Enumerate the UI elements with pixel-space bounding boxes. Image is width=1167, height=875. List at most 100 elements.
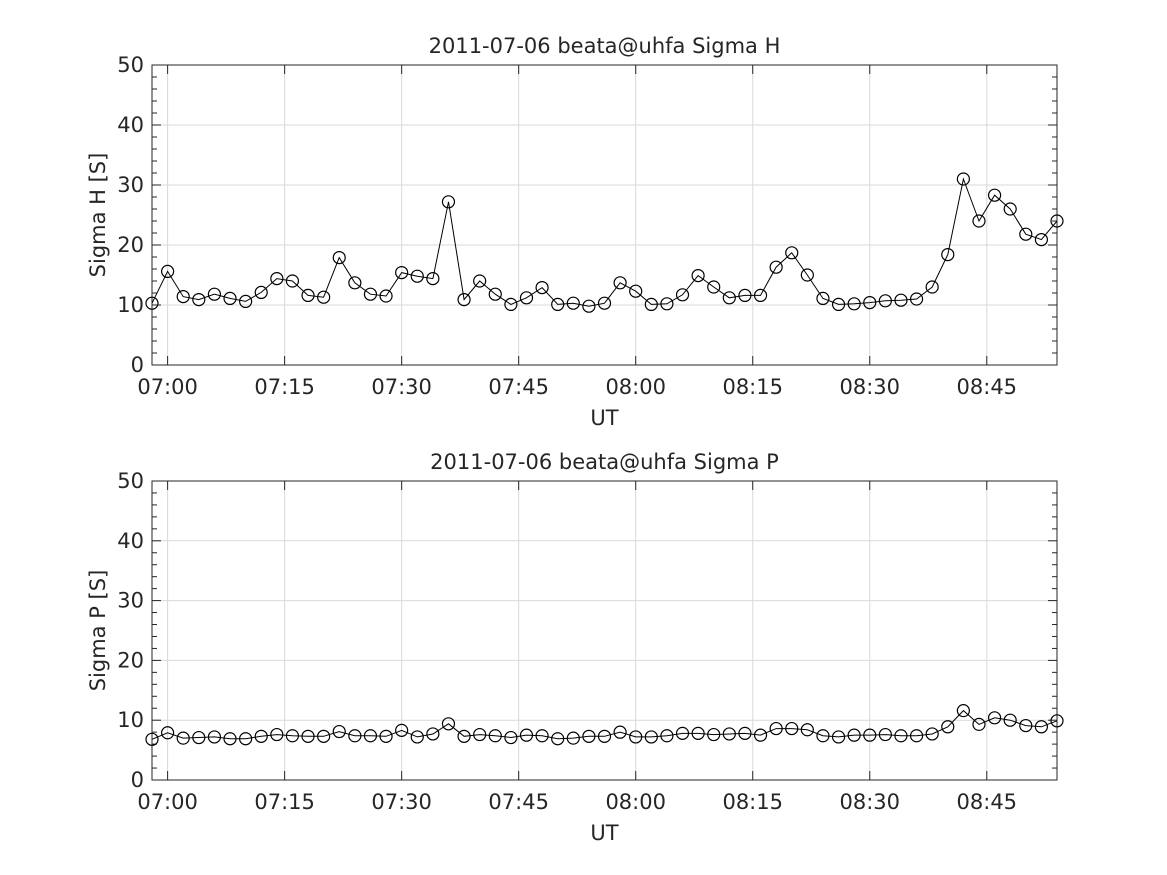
data-point	[691, 726, 705, 740]
data-point	[1034, 233, 1048, 247]
data-point	[878, 294, 892, 308]
y-tick-label: 10	[117, 293, 144, 317]
data-point	[831, 297, 846, 311]
data-point	[707, 727, 721, 742]
data-point	[176, 731, 190, 745]
x-tick-label: 07:45	[488, 790, 549, 814]
data-point	[254, 729, 268, 743]
chart-title: 2011-07-06 beata@uhfa Sigma H	[429, 34, 781, 58]
chart-title: 2011-07-06 beata@uhfa Sigma P	[430, 450, 779, 474]
sigma-p-chart: 2011-07-06 beata@uhfa Sigma P UT Sigma P…	[86, 450, 1064, 845]
data-point	[519, 728, 534, 742]
data-point	[707, 280, 721, 294]
data-point	[348, 729, 362, 743]
data-point	[956, 172, 970, 186]
data-point	[800, 723, 814, 737]
data-point	[457, 293, 471, 307]
data-point	[301, 729, 315, 743]
data-point	[488, 287, 502, 301]
data-point	[551, 732, 565, 746]
data-point	[270, 727, 284, 742]
data-point	[675, 288, 690, 302]
data-point	[207, 730, 222, 744]
data-point	[987, 188, 1002, 202]
data-point	[925, 280, 939, 294]
y-tick-label: 30	[117, 589, 144, 613]
data-point	[395, 723, 409, 737]
x-tick-label: 07:45	[488, 375, 549, 399]
x-tick-label: 08:00	[605, 375, 666, 399]
data-point	[426, 272, 440, 286]
data-point	[660, 729, 674, 743]
data-point	[785, 721, 799, 736]
data-point	[1034, 720, 1048, 734]
data-point	[769, 260, 783, 274]
series-line	[151, 177, 1058, 307]
data-point	[145, 296, 159, 310]
data-point	[1003, 713, 1017, 727]
data-point	[909, 292, 924, 306]
data-point	[551, 297, 565, 311]
data-point	[956, 704, 970, 718]
data-point	[1050, 714, 1064, 728]
x-tick-label: 07:15	[254, 375, 315, 399]
data-point	[363, 729, 378, 743]
data-point	[753, 288, 768, 302]
data-point	[426, 727, 440, 741]
data-point	[223, 291, 237, 305]
y-axis-label: Sigma P [S]	[86, 570, 110, 692]
data-point	[379, 729, 393, 743]
data-point	[738, 288, 752, 302]
data-point	[332, 724, 346, 739]
x-tick-label: 07:30	[371, 790, 432, 814]
data-point	[644, 297, 658, 311]
data-point	[1019, 718, 1033, 733]
x-tick-label: 08:15	[722, 790, 783, 814]
data-point	[582, 729, 596, 743]
data-point	[441, 717, 456, 731]
data-point	[519, 291, 534, 305]
x-tick-label: 07:00	[137, 790, 198, 814]
data-point	[831, 730, 846, 744]
y-tick-label: 30	[117, 173, 144, 197]
data-point	[145, 732, 159, 746]
data-point	[660, 297, 674, 311]
data-point	[285, 729, 300, 743]
y-tick-label: 0	[131, 768, 144, 792]
data-point	[317, 290, 331, 304]
data-point	[566, 731, 580, 745]
data-point	[941, 248, 955, 262]
data-point	[941, 720, 955, 734]
data-point	[395, 266, 409, 280]
x-tick-label: 07:30	[371, 375, 432, 399]
x-tick-label: 07:00	[137, 375, 198, 399]
data-point	[816, 729, 830, 743]
data-point	[363, 287, 378, 301]
data-point	[675, 726, 690, 740]
data-point	[644, 730, 658, 744]
data-point	[254, 285, 268, 299]
data-point	[972, 717, 986, 731]
data-point	[894, 729, 908, 743]
data-point	[239, 732, 253, 746]
data-point	[738, 726, 752, 740]
data-point	[473, 274, 487, 288]
data-point	[176, 290, 190, 304]
x-tick-label: 08:00	[605, 790, 666, 814]
data-point	[410, 730, 424, 744]
data-point	[192, 730, 206, 745]
data-point	[488, 729, 502, 743]
axes-background	[152, 65, 1057, 365]
data-point	[847, 728, 861, 742]
x-tick-label: 08:15	[722, 375, 783, 399]
y-tick-label: 50	[117, 53, 144, 77]
x-tick-label: 08:30	[839, 375, 900, 399]
data-point	[566, 296, 580, 310]
data-point	[597, 296, 612, 310]
x-tick-label: 08:45	[957, 375, 1018, 399]
data-point	[332, 251, 346, 265]
data-point	[1050, 214, 1064, 228]
data-point	[753, 728, 768, 742]
x-tick-label: 07:15	[254, 790, 315, 814]
